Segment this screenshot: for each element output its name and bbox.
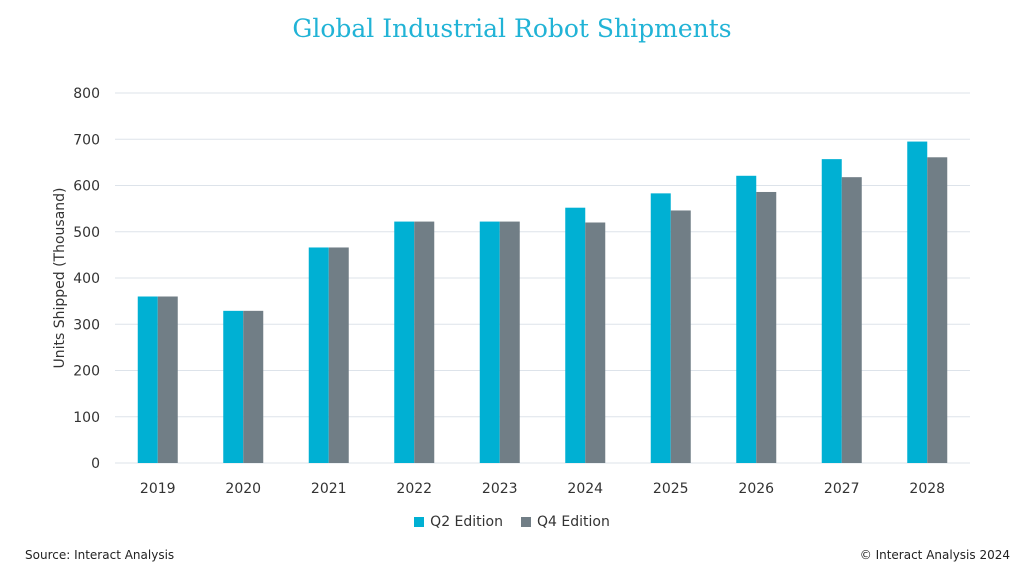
x-tick-label: 2026 xyxy=(738,481,774,497)
x-tick-label: 2028 xyxy=(909,481,945,497)
legend-swatch xyxy=(414,517,425,527)
x-tick-label: 2027 xyxy=(824,481,860,497)
bar-q4-edition-2020 xyxy=(243,310,264,463)
bar-q2-edition-2027 xyxy=(821,159,842,463)
legend-label: Q2 Edition xyxy=(430,514,503,530)
x-axis-ticks: 2019 2020 2021 2022 2023 2024 2025 2026 2027 2028 xyxy=(140,481,945,497)
bar-q2-edition-2021 xyxy=(308,247,329,463)
x-tick-label: 2024 xyxy=(567,481,603,497)
x-tick-label: 2025 xyxy=(653,481,689,497)
y-tick-label: 600 xyxy=(73,179,100,195)
bar-q4-edition-2022 xyxy=(414,221,435,463)
y-tick-label: 800 xyxy=(73,86,100,102)
x-tick-label: 2021 xyxy=(311,481,347,497)
source-note: Source: Interact Analysis xyxy=(25,548,175,562)
bar-q4-edition-2025 xyxy=(670,210,691,463)
bar-q4-edition-2028 xyxy=(927,157,948,463)
bar-q4-edition-2021 xyxy=(328,247,349,463)
y-tick-label: 200 xyxy=(73,364,100,380)
y-axis-ticks: 0 100 200 300 400 500 600 700 800 xyxy=(73,86,100,472)
bar-q4-edition-2023 xyxy=(499,221,520,463)
copyright-note: © Interact Analysis 2024 xyxy=(859,548,1010,562)
y-tick-label: 300 xyxy=(73,317,100,333)
bar-q2-edition-2028 xyxy=(907,141,928,463)
bar-q2-edition-2020 xyxy=(223,310,244,463)
bar-q2-edition-2024 xyxy=(565,207,586,463)
bar-q2-edition-2022 xyxy=(394,221,415,463)
x-tick-label: 2022 xyxy=(396,481,432,497)
x-tick-label: 2023 xyxy=(482,481,518,497)
bar-q2-edition-2019 xyxy=(137,296,158,463)
bar-q2-edition-2026 xyxy=(736,175,757,463)
y-axis-label: Units Shipped (Thousand) xyxy=(52,187,68,368)
legend-label: Q4 Edition xyxy=(537,514,610,530)
legend-swatch xyxy=(521,517,531,527)
bar-q4-edition-2027 xyxy=(841,177,862,464)
x-tick-label: 2020 xyxy=(225,481,261,497)
y-tick-label: 500 xyxy=(73,225,100,241)
y-tick-label: 100 xyxy=(73,410,100,426)
bar-q2-edition-2023 xyxy=(479,221,500,463)
chart-title: Global Industrial Robot Shipments xyxy=(292,14,732,43)
bars xyxy=(137,141,948,464)
legend-item: Q4 Edition xyxy=(521,514,610,530)
y-tick-label: 0 xyxy=(91,456,100,472)
bar-q4-edition-2026 xyxy=(756,191,777,463)
bar-q2-edition-2025 xyxy=(650,193,671,464)
y-tick-label: 400 xyxy=(73,271,100,287)
legend-item: Q2 Edition xyxy=(414,514,503,530)
bar-q4-edition-2019 xyxy=(157,296,178,463)
bar-q4-edition-2024 xyxy=(585,222,606,463)
legend: Q2 Edition Q4 Edition xyxy=(0,514,1024,530)
y-tick-label: 700 xyxy=(73,132,100,148)
x-tick-label: 2019 xyxy=(140,481,176,497)
